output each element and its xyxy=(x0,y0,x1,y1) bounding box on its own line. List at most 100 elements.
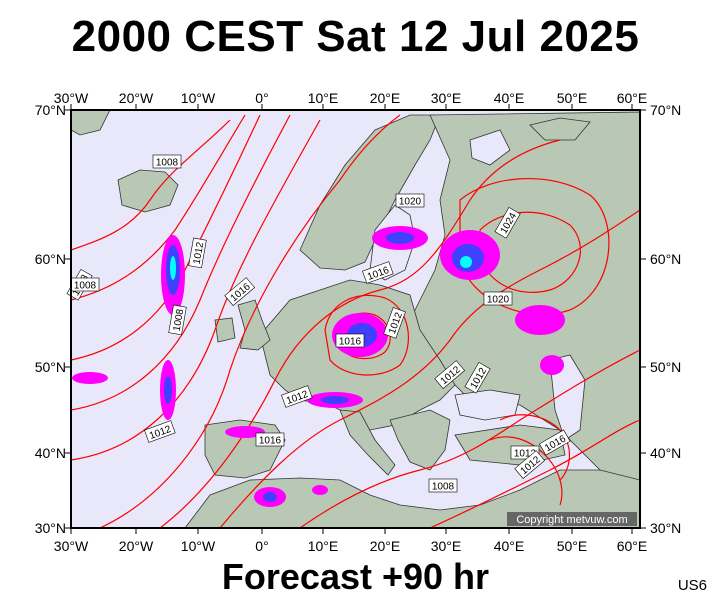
isobar-label-text: 1008 xyxy=(172,308,187,332)
longitude-label-top: 30°W xyxy=(54,90,89,106)
precip-area xyxy=(515,305,565,335)
longitude-label-top: 60°E xyxy=(617,90,648,106)
longitude-label-top: 30°E xyxy=(431,90,462,106)
isobar xyxy=(479,211,581,293)
isobar-label: 1020 xyxy=(483,291,513,306)
longitude-label-bottom: 10°E xyxy=(308,538,339,554)
copyright-text: Copyright metvuw.com xyxy=(516,514,627,526)
longitude-label-bottom: 0° xyxy=(255,538,268,554)
isobar-label-box xyxy=(395,193,425,208)
isobar-label: 1008 xyxy=(70,277,100,292)
longitude-label-bottom: 30°W xyxy=(54,538,89,554)
longitude-labels: 30°W 30°W 20°W 20°W 10°W 10°W 0° 0° 10°E 10°E 20°E… xyxy=(54,90,647,554)
isobar xyxy=(219,209,641,529)
latitude-label-left: 40°N xyxy=(35,445,66,461)
longitude-label-bottom: 10°W xyxy=(181,538,216,554)
isobar xyxy=(429,419,641,529)
land-scandinavia xyxy=(299,114,441,271)
isobar-label: 1008 xyxy=(428,478,458,493)
isobars xyxy=(70,114,641,529)
isobar-label-text: 1008 xyxy=(74,281,97,292)
isobar-label-box xyxy=(255,432,285,447)
copyright-box xyxy=(507,512,637,526)
precip-area xyxy=(263,492,277,502)
longitude-label-top: 10°E xyxy=(308,90,339,106)
land-ireland xyxy=(214,317,236,343)
isobar-label-box xyxy=(464,361,491,394)
isobar xyxy=(70,114,291,411)
isobar-label-box xyxy=(383,307,406,339)
latitude-labels: 70°N 70°N 60°N 60°N 50°N 50°N 40°N 40°N 30°N 30°N xyxy=(35,102,682,536)
latitude-label-right: 40°N xyxy=(650,445,681,461)
isobar-label-box xyxy=(483,291,513,306)
precip-area xyxy=(312,485,328,495)
isobar-label-text: 1020 xyxy=(399,197,422,208)
model-code: US6 xyxy=(677,577,707,594)
isobar-label-box xyxy=(152,154,182,169)
longitude-label-top: 50°E xyxy=(557,90,588,106)
isobar xyxy=(99,114,401,529)
isobar xyxy=(70,114,261,361)
precip-area xyxy=(460,256,472,268)
isobar-label-text: 1012 xyxy=(192,241,207,265)
longitude-label-bottom: 20°W xyxy=(119,538,154,554)
longitude-label-bottom: 60°E xyxy=(617,538,648,554)
isobar-label: 1008 xyxy=(168,304,187,336)
isobar xyxy=(499,414,570,481)
isobar-label-box xyxy=(224,277,256,307)
isobar xyxy=(70,119,231,251)
longitude-label-top: 20°W xyxy=(119,90,154,106)
longitude-label-top: 10°W xyxy=(181,90,216,106)
longitude-label-bottom: 20°E xyxy=(370,538,401,554)
isobar xyxy=(299,349,641,529)
white-sea xyxy=(469,129,511,166)
isobar xyxy=(70,119,321,461)
isobar-label-text: 1008 xyxy=(156,158,179,169)
isobar-label-box xyxy=(514,450,546,480)
isobar-label-box xyxy=(494,206,521,239)
precip-area xyxy=(540,355,564,375)
longitude-label-top: 40°E xyxy=(494,90,525,106)
longitude-label-top: 20°E xyxy=(370,90,401,106)
isobar-label-box xyxy=(188,237,207,269)
precip-area xyxy=(386,232,414,244)
isobar-label: 1020 xyxy=(395,193,425,208)
land-italy xyxy=(339,409,396,476)
isobar-label-text: 1008 xyxy=(432,482,455,493)
isobar-label-box xyxy=(144,420,176,443)
isobar-label-box xyxy=(428,478,458,493)
forecast-label: Forecast +90 hr xyxy=(221,556,490,597)
longitude-label-top: 0° xyxy=(255,90,268,106)
isobar-label-text: 1016 xyxy=(259,436,282,447)
isobar-label-box xyxy=(335,333,365,348)
precip-area xyxy=(72,372,108,384)
precip-area xyxy=(170,256,176,280)
isobar-label-box xyxy=(362,261,394,284)
map-title: 2000 CEST Sat 12 Jul 2025 xyxy=(71,12,640,61)
isobar-label-text: 1012 xyxy=(514,449,537,460)
isobar-label: 1012 xyxy=(188,237,207,269)
isobar-label: 1016 xyxy=(255,432,285,447)
isobar-label-text: 1016 xyxy=(339,337,362,348)
latitude-label-right: 70°N xyxy=(650,102,681,118)
latitude-label-left: 70°N xyxy=(35,102,66,118)
isobar-label-text: 1020 xyxy=(487,295,510,306)
precip-area xyxy=(164,376,172,404)
longitude-label-bottom: 40°E xyxy=(494,538,525,554)
isobar-label: 1016 xyxy=(335,333,365,348)
longitude-label-bottom: 50°E xyxy=(557,538,588,554)
isobar-label: 1008 xyxy=(152,154,182,169)
map-frame xyxy=(70,109,641,529)
isobar-label-box xyxy=(538,429,571,456)
isobar-label-box xyxy=(281,385,313,408)
isobar-label-box xyxy=(434,360,466,390)
caspian-sea xyxy=(549,354,586,441)
isobar-label-box xyxy=(168,304,187,336)
black-sea xyxy=(454,389,521,421)
latitude-label-right: 60°N xyxy=(650,251,681,267)
precip-area xyxy=(225,426,265,438)
isobar xyxy=(489,436,563,506)
latitude-label-left: 50°N xyxy=(35,359,66,375)
isobar xyxy=(159,139,561,529)
